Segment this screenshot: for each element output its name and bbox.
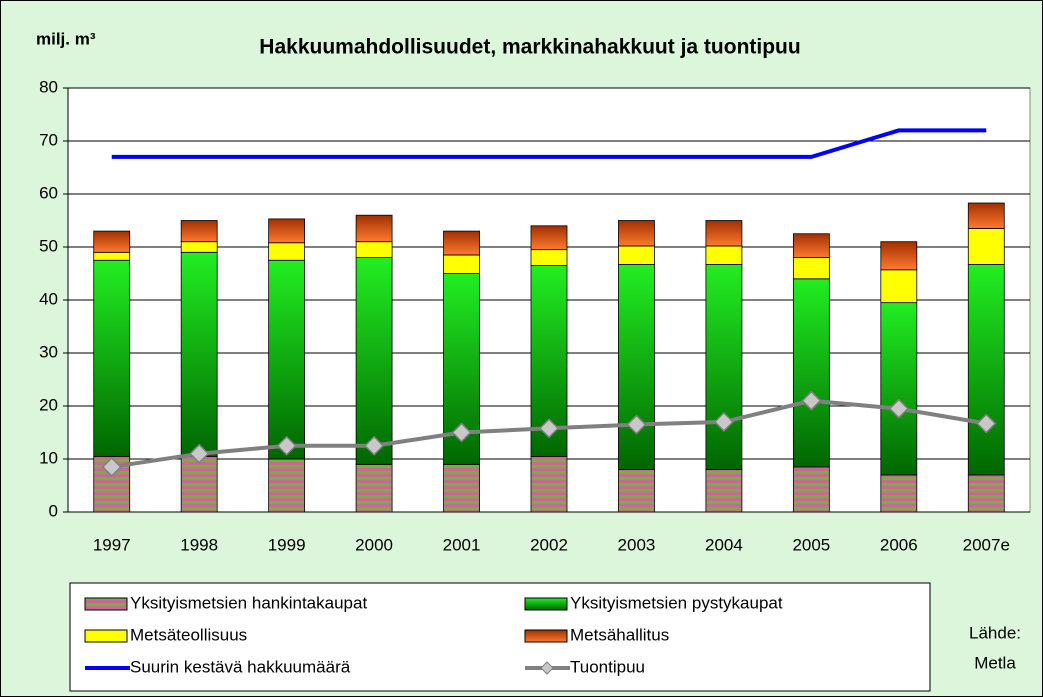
- bar: [792, 233, 830, 259]
- x-tick-label: 2003: [618, 535, 656, 554]
- bar: [93, 230, 131, 253]
- bar: [530, 225, 568, 251]
- y-tick-label: 50: [39, 236, 58, 255]
- bar: [530, 249, 568, 266]
- y-tick-label: 10: [39, 448, 58, 467]
- bar: [268, 259, 306, 460]
- marker: [538, 418, 560, 439]
- legend-swatch: [84, 597, 128, 611]
- y-tick-label: 30: [39, 342, 58, 361]
- marker: [101, 456, 122, 478]
- y-tick-label: 70: [39, 130, 58, 149]
- y-axis-label: milj. m³: [36, 29, 96, 48]
- bar: [618, 469, 655, 513]
- y-tick-label: 0: [49, 501, 58, 520]
- bar: [618, 264, 655, 470]
- bar: [705, 264, 743, 470]
- marker: [626, 414, 647, 435]
- chart-title: Hakkuumahdollisuudet, markkinahakkuut ja…: [259, 36, 800, 59]
- x-tick-label: 2002: [530, 535, 568, 554]
- bar: [792, 278, 830, 468]
- bar: [880, 269, 918, 304]
- y-tick-label: 80: [39, 77, 58, 96]
- marker: [888, 398, 909, 419]
- bar: [443, 230, 480, 256]
- line: [111, 128, 987, 159]
- bar: [443, 254, 480, 274]
- bar: [705, 220, 743, 247]
- marker: [976, 413, 997, 434]
- marker: [189, 443, 210, 464]
- marker: [451, 422, 472, 443]
- marker: [276, 435, 297, 456]
- bar: [967, 202, 1005, 229]
- legend-label: Suurin kestävä hakkuumäärä: [130, 657, 351, 676]
- legend: [69, 582, 931, 692]
- legend-label: Metsäteollisuus: [130, 625, 247, 644]
- bar: [705, 469, 743, 513]
- bar: [880, 302, 918, 476]
- bar: [967, 228, 1005, 265]
- x-tick-label: 2001: [443, 535, 481, 554]
- y-tick-label: 20: [39, 395, 58, 414]
- x-tick-label: 2004: [705, 535, 743, 554]
- bar: [268, 458, 306, 513]
- bar: [530, 455, 568, 513]
- bar: [355, 463, 393, 513]
- bar: [792, 466, 830, 513]
- marker: [713, 411, 734, 432]
- x-tick-label: 2005: [792, 535, 830, 554]
- marker: [801, 390, 822, 411]
- bar: [93, 251, 131, 261]
- x-tick-label: 2007e: [963, 535, 1010, 554]
- legend-label: Yksityismetsien pystykaupat: [570, 593, 783, 612]
- bar: [355, 241, 393, 258]
- legend-swatch: [524, 629, 568, 643]
- bar: [93, 259, 131, 457]
- legend-swatch: [524, 597, 568, 611]
- bar: [967, 264, 1005, 476]
- bar: [880, 474, 918, 513]
- legend-label: Metsähallitus: [570, 625, 669, 644]
- bar: [268, 242, 306, 261]
- y-tick-label: 60: [39, 183, 58, 202]
- bar: [618, 220, 655, 247]
- x-tick-label: 2000: [355, 535, 393, 554]
- x-tick-label: 2006: [880, 535, 918, 554]
- bar: [268, 218, 306, 244]
- bar: [355, 257, 393, 465]
- bar: [880, 241, 918, 271]
- bar: [180, 251, 218, 457]
- bar: [967, 474, 1005, 513]
- bar: [705, 245, 743, 265]
- bar: [180, 220, 218, 243]
- bar: [792, 257, 830, 280]
- x-tick-label: 1997: [93, 535, 131, 554]
- legend-label: Tuontipuu: [570, 657, 645, 676]
- legend-marker: [540, 661, 554, 675]
- source: Lähde:: [969, 623, 1021, 642]
- bar: [355, 214, 393, 243]
- legend-label: Yksityismetsien hankintakaupat: [130, 593, 367, 612]
- bar: [443, 463, 480, 513]
- source: Metla: [974, 653, 1016, 672]
- x-tick-label: 1998: [180, 535, 218, 554]
- x-tick-label: 1999: [268, 535, 306, 554]
- bar: [180, 241, 218, 253]
- y-tick-label: 40: [39, 289, 58, 308]
- bar: [618, 245, 655, 265]
- marker: [364, 435, 385, 456]
- legend-swatch: [84, 629, 128, 643]
- bar: [180, 455, 218, 513]
